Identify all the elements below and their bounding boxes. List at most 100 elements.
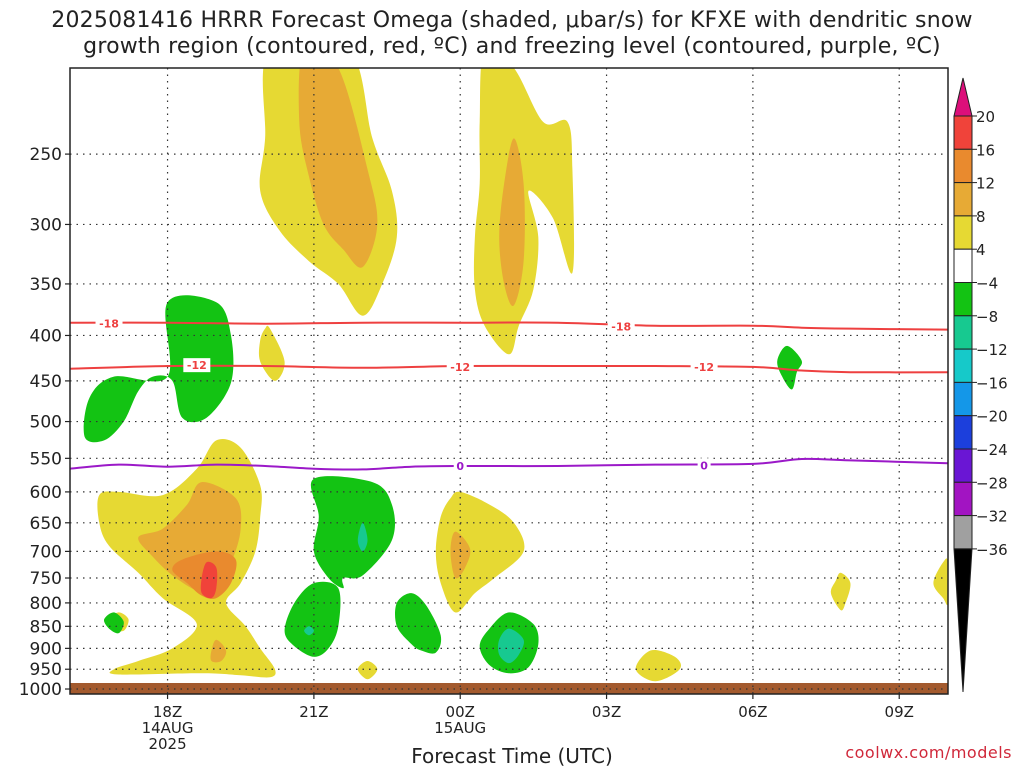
contour-label--18: -18: [99, 318, 119, 331]
colorbar-segment: [953, 182, 973, 217]
y-tick-label: 750: [30, 569, 62, 589]
y-tick-label: 500: [30, 413, 62, 433]
colorbar-label: −8: [976, 308, 998, 326]
y-axis: 2503003504004505005506006507007508008509…: [19, 145, 70, 700]
contour-label-bg: [183, 358, 211, 373]
y-tick-label: 400: [30, 326, 62, 346]
contour-label-bg: [690, 359, 718, 374]
shaded-region-omega_m8_m12: [357, 522, 368, 552]
colorbar-segment: [953, 381, 973, 417]
contour-line-0: [70, 457, 948, 471]
y-tick-label: 600: [30, 483, 62, 503]
shaded-region-omega_m8_m12: [304, 626, 314, 636]
shaded-region-omega_m4_m8: [83, 295, 234, 443]
x-tick-label: 2025: [148, 735, 186, 753]
y-tick-label: 250: [30, 145, 62, 165]
contour-label--12: -12: [187, 359, 207, 372]
grid-lines: [70, 68, 948, 694]
y-tick-label: 650: [30, 514, 62, 534]
y-tick-label: 350: [30, 275, 62, 295]
site-credit: coolwx.com/models: [845, 743, 1012, 762]
contour-label--12: -12: [694, 361, 714, 374]
contour-label-bg: [453, 458, 467, 473]
y-tick-label: 550: [30, 449, 62, 469]
colorbar-label: −12: [976, 341, 1008, 359]
ground-layer: [70, 683, 948, 694]
colorbar-label: −32: [976, 508, 1008, 526]
y-tick-label: 800: [30, 594, 62, 614]
shaded-region-omega_m4_m8: [284, 581, 341, 657]
colorbar-segment: [953, 415, 973, 450]
shaded-region-omega_m8_m12: [498, 628, 525, 664]
chart-title-line-2: growth region (contoured, red, ºC) and f…: [83, 34, 941, 59]
colorbar-label: −4: [976, 275, 998, 293]
y-tick-label: 300: [30, 215, 62, 235]
contour-label-bg: [95, 316, 123, 331]
x-axis-title: Forecast Time (UTC): [411, 744, 613, 768]
y-tick-label: 950: [30, 660, 62, 680]
contour-label-bg: [607, 319, 635, 334]
shaded-region-omega_8_12: [499, 138, 525, 307]
shaded-region-omega_16_20: [200, 561, 218, 599]
shaded-region-omega_8_12: [210, 639, 227, 663]
colorbar-bottom-arrow: [953, 548, 973, 693]
x-tick-label: 09Z: [885, 703, 914, 721]
colorbar-label: 20: [976, 108, 995, 126]
colorbar-label: 4: [976, 241, 986, 259]
colorbar-label: −16: [976, 374, 1008, 392]
x-tick-label: 06Z: [738, 703, 767, 721]
y-tick-label: 450: [30, 372, 62, 392]
contour-label-bg: [697, 458, 711, 473]
shaded-region-omega_4_8: [830, 572, 851, 611]
shaded-region-omega_4_8: [635, 650, 682, 682]
contour-label--12: -12: [450, 361, 470, 374]
colorbar-segment: [953, 348, 973, 383]
contour-label--18: -18: [611, 321, 631, 334]
colorbar-top-arrow: [953, 77, 973, 117]
colorbar-segment: [953, 448, 973, 483]
y-tick-label: 1000: [19, 680, 62, 700]
shaded-region-omega_4_8: [258, 325, 285, 381]
omega-shading: [83, 68, 948, 682]
shaded-region-omega_4_8: [357, 661, 378, 680]
colorbar-segment: [953, 148, 973, 184]
x-tick-label: 14AUG: [142, 719, 194, 737]
x-tick-label: 18Z: [153, 703, 182, 721]
chart-title-line-1: 2025081416 HRRR Forecast Omega (shaded, …: [51, 8, 973, 33]
x-tick-label: 21Z: [299, 703, 328, 721]
contour-label-0: 0: [456, 460, 464, 473]
x-tick-label: 00Z: [446, 703, 475, 721]
shaded-region-omega_m4_m8: [103, 612, 124, 634]
colorbar-segment: [953, 248, 973, 283]
contour-label-0: 0: [700, 459, 708, 472]
omega-colorbar: 20 16 12 8 4 −4 −8 −12 −16 −20 −24 −28 −32 −36: [953, 77, 1008, 693]
ground-strip: [70, 683, 948, 694]
shaded-region-omega_m4_m8: [310, 476, 396, 589]
shaded-region-omega_m4_m8: [395, 593, 442, 654]
colorbar-label: −36: [976, 541, 1008, 559]
shaded-region-omega_4_8: [933, 558, 948, 606]
colorbar-segment: [953, 315, 973, 350]
colorbar-label: 12: [976, 175, 995, 193]
contour-line--18: [70, 321, 948, 331]
temperature-contours: -18 -18 -12 -12 -12 0 0: [70, 316, 948, 473]
colorbar-label: −28: [976, 474, 1008, 492]
shaded-region-omega_4_8: [435, 491, 525, 613]
shaded-region-omega_8_12: [450, 531, 471, 579]
colorbar-label: 8: [976, 208, 986, 226]
y-tick-label: 900: [30, 639, 62, 659]
x-tick-label: 15AUG: [434, 719, 486, 737]
shaded-region-omega_m4_m8: [777, 345, 803, 390]
y-tick-label: 700: [30, 542, 62, 562]
colorbar-segment: [953, 481, 973, 517]
colorbar-label: −24: [976, 441, 1008, 459]
colorbar-segment: [953, 282, 973, 317]
colorbar-segment: [953, 215, 973, 250]
chart-title: 2025081416 HRRR Forecast Omega (shaded, …: [0, 8, 1024, 60]
colorbar-label: 16: [976, 141, 995, 159]
x-tick-label: 03Z: [592, 703, 621, 721]
contour-label-bg: [446, 359, 474, 374]
colorbar-segment: [953, 115, 973, 150]
